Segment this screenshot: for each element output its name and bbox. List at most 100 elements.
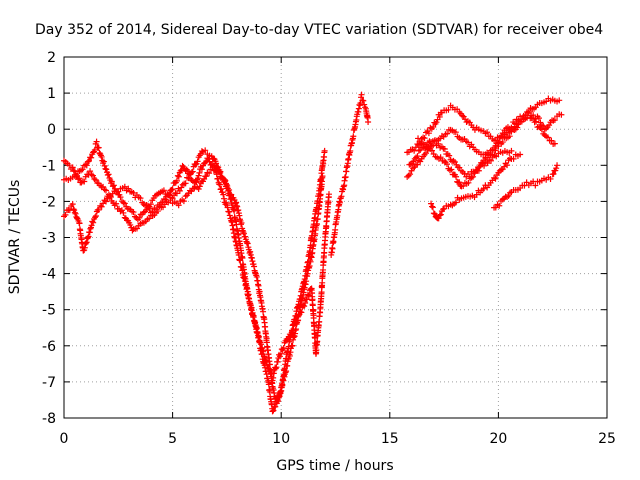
data-point — [223, 181, 230, 188]
data-point — [460, 182, 467, 189]
data-point — [88, 154, 95, 161]
data-point — [102, 165, 109, 172]
data-point — [160, 187, 167, 194]
data-point — [98, 153, 105, 160]
data-point — [175, 173, 182, 180]
data-point — [202, 147, 209, 154]
data-point — [484, 129, 491, 136]
data-point — [358, 91, 365, 98]
data-point — [101, 162, 108, 169]
data-point — [169, 186, 176, 193]
data-point — [189, 168, 196, 175]
data-point — [321, 147, 328, 154]
data-point — [105, 171, 112, 178]
data-marks — [61, 91, 565, 415]
data-point — [347, 147, 354, 154]
data-point — [147, 201, 154, 208]
data-point — [286, 331, 293, 338]
data-point — [506, 133, 513, 140]
data-point — [273, 399, 280, 406]
data-point — [342, 173, 349, 180]
data-point — [215, 164, 222, 171]
data-point — [226, 192, 233, 199]
y-tick-label: -1 — [42, 158, 56, 174]
data-point — [551, 117, 558, 124]
data-point — [229, 201, 236, 208]
data-point — [203, 173, 210, 180]
data-point — [319, 173, 326, 180]
data-point — [480, 185, 487, 192]
x-tick-label: 20 — [489, 431, 507, 447]
data-point — [195, 172, 202, 179]
data-point — [120, 209, 127, 216]
data-point — [550, 170, 557, 177]
data-point — [87, 168, 94, 175]
data-point — [272, 403, 279, 410]
data-point — [92, 176, 99, 183]
data-point — [174, 172, 181, 179]
x-tick-label: 10 — [272, 431, 290, 447]
data-point — [456, 164, 463, 171]
data-point — [464, 139, 471, 146]
data-point — [213, 171, 220, 178]
series-track-h — [415, 135, 515, 190]
data-point — [195, 186, 202, 193]
data-point — [323, 224, 330, 231]
data-point — [243, 285, 250, 292]
data-point — [407, 161, 414, 168]
data-point — [130, 190, 137, 197]
data-point — [505, 192, 512, 199]
data-point — [70, 206, 77, 213]
y-tick-labels: -8 -7 -6 -5 -4 -3 -2 -1 0 1 2 — [42, 50, 56, 427]
data-point — [430, 124, 437, 131]
data-point — [113, 200, 120, 207]
data-point — [532, 182, 539, 189]
data-point — [86, 229, 93, 236]
data-point — [202, 159, 209, 166]
data-point — [136, 214, 143, 221]
data-point — [280, 377, 287, 384]
y-tick-label: -2 — [42, 194, 56, 210]
data-point — [258, 345, 265, 352]
data-point — [314, 338, 321, 345]
data-point — [329, 245, 336, 252]
data-point — [95, 144, 102, 151]
data-point — [102, 198, 109, 205]
data-point — [180, 198, 187, 205]
data-point — [88, 171, 95, 178]
y-tick-label: 1 — [47, 86, 56, 102]
data-point — [206, 170, 213, 177]
data-point — [556, 97, 563, 104]
data-point — [182, 180, 189, 187]
data-point — [214, 175, 221, 182]
axis-ticks — [63, 56, 608, 419]
data-point — [445, 106, 452, 113]
data-point — [283, 368, 290, 375]
data-point — [220, 191, 227, 198]
data-point — [81, 178, 88, 185]
data-point — [303, 296, 310, 303]
data-point — [84, 234, 91, 241]
x-tick-labels: 0 5 10 15 20 25 — [60, 431, 616, 447]
data-point — [79, 166, 86, 173]
data-point — [547, 175, 554, 182]
data-point — [411, 155, 418, 162]
data-point — [436, 212, 443, 219]
data-point — [475, 167, 482, 174]
data-point — [484, 160, 491, 167]
data-point — [417, 158, 424, 165]
y-tick-label: -5 — [42, 303, 56, 319]
data-point — [301, 303, 308, 310]
y-tick-label: -3 — [42, 231, 56, 247]
data-point — [332, 226, 339, 233]
data-point — [61, 213, 67, 220]
data-point — [97, 151, 104, 158]
data-point — [83, 162, 90, 169]
data-point — [306, 262, 313, 269]
data-point — [90, 219, 97, 226]
data-point — [211, 167, 218, 174]
data-point — [76, 220, 83, 227]
series-track-g — [406, 109, 565, 180]
data-point — [69, 201, 76, 208]
